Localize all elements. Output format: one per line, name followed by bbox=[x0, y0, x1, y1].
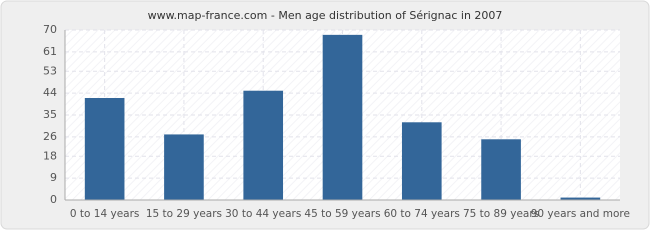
y-tick-label: 26 bbox=[43, 130, 57, 143]
bar bbox=[481, 139, 521, 200]
y-tick-label: 44 bbox=[43, 86, 57, 99]
bar bbox=[401, 122, 442, 200]
y-tick-label: 53 bbox=[43, 64, 57, 77]
bar bbox=[84, 98, 125, 200]
y-tick-label: 9 bbox=[50, 171, 57, 184]
bar bbox=[243, 90, 284, 200]
bar bbox=[164, 134, 204, 200]
x-tick-label: 15 to 29 years bbox=[146, 208, 222, 220]
x-tick-label: 45 to 59 years bbox=[304, 208, 380, 220]
y-tick-label: 61 bbox=[43, 45, 57, 58]
x-tick-label: 30 to 44 years bbox=[225, 208, 301, 220]
x-tick-label: 75 to 89 years bbox=[463, 208, 539, 220]
bar bbox=[322, 34, 363, 200]
x-tick-label: 90 years and more bbox=[531, 208, 630, 220]
x-tick-label: 60 to 74 years bbox=[384, 208, 460, 220]
y-tick-label: 18 bbox=[43, 149, 57, 162]
chart-title: www.map-france.com - Men age distributio… bbox=[148, 9, 503, 22]
y-tick-label: 70 bbox=[43, 23, 57, 36]
chart: www.map-france.com - Men age distributio… bbox=[0, 0, 650, 230]
y-tick-label: 0 bbox=[50, 193, 57, 206]
x-tick-label: 0 to 14 years bbox=[70, 208, 140, 220]
bar bbox=[560, 197, 601, 200]
y-tick-label: 35 bbox=[43, 108, 57, 121]
